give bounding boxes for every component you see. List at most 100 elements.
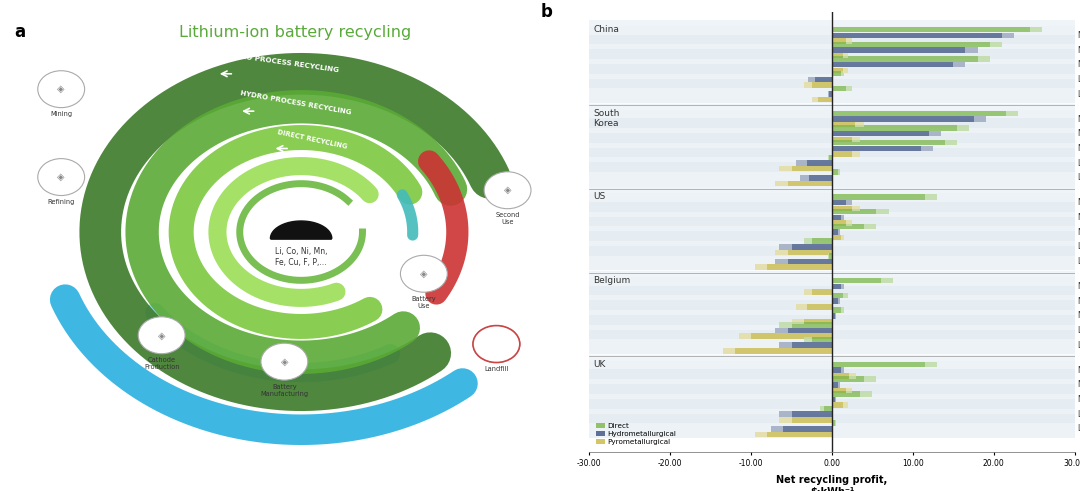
Bar: [780, 244, 792, 249]
Bar: [796, 161, 807, 166]
Bar: [966, 47, 977, 53]
Bar: [590, 35, 1075, 59]
Bar: [843, 68, 848, 73]
Text: NMC811: NMC811: [1077, 228, 1080, 237]
Bar: [792, 319, 804, 324]
Bar: [835, 397, 836, 402]
Text: Refining: Refining: [48, 199, 75, 205]
Bar: [840, 367, 845, 373]
Bar: [832, 209, 889, 215]
Text: LMO: LMO: [1077, 257, 1080, 266]
Bar: [838, 382, 840, 387]
Bar: [780, 417, 832, 423]
Bar: [590, 109, 1075, 187]
Text: LFP: LFP: [1077, 159, 1080, 167]
Bar: [852, 136, 861, 142]
Text: LMO: LMO: [1077, 424, 1080, 434]
Text: HYDRO PROCESS RECYCLING: HYDRO PROCESS RECYCLING: [240, 90, 351, 115]
Bar: [832, 47, 977, 53]
Bar: [832, 220, 852, 226]
Bar: [924, 362, 937, 367]
Text: NCA: NCA: [1077, 282, 1080, 291]
Bar: [880, 278, 893, 283]
Text: Cathode
Production: Cathode Production: [144, 357, 179, 370]
Bar: [590, 64, 1075, 88]
Bar: [590, 370, 1075, 394]
Text: LFP: LFP: [1077, 75, 1080, 84]
Bar: [590, 330, 1075, 354]
Text: NCA: NCA: [1077, 114, 1080, 124]
Text: LMO: LMO: [1077, 341, 1080, 350]
Bar: [832, 122, 864, 128]
Text: NMC622: NMC622: [1077, 297, 1080, 305]
Bar: [723, 348, 735, 354]
Bar: [957, 125, 970, 131]
Bar: [828, 91, 829, 97]
Bar: [840, 71, 845, 77]
Text: ◈: ◈: [57, 172, 65, 182]
Text: Mining: Mining: [50, 111, 72, 117]
Bar: [1030, 27, 1042, 32]
Bar: [832, 391, 873, 397]
Bar: [832, 403, 848, 408]
Bar: [590, 26, 1075, 104]
Text: b: b: [541, 3, 553, 22]
Bar: [832, 86, 852, 91]
Bar: [832, 146, 933, 151]
Bar: [832, 420, 836, 426]
Text: ◈: ◈: [492, 339, 500, 349]
Bar: [864, 377, 877, 382]
Bar: [832, 140, 957, 145]
Bar: [832, 32, 1014, 38]
Bar: [838, 169, 840, 175]
Bar: [846, 388, 852, 393]
Bar: [590, 300, 1075, 325]
Bar: [835, 420, 836, 426]
Bar: [590, 217, 1075, 241]
Bar: [804, 239, 812, 244]
Bar: [989, 42, 1002, 47]
Bar: [799, 175, 809, 181]
Bar: [590, 246, 1075, 271]
Bar: [780, 417, 792, 423]
Bar: [954, 62, 966, 67]
Text: NMC811: NMC811: [1077, 311, 1080, 320]
Bar: [832, 377, 877, 382]
Bar: [832, 151, 861, 157]
Bar: [812, 97, 818, 103]
Bar: [832, 397, 836, 402]
Text: LFP: LFP: [1077, 326, 1080, 335]
Bar: [775, 181, 787, 186]
Bar: [840, 235, 845, 241]
Bar: [921, 146, 933, 151]
Text: ◈: ◈: [57, 84, 65, 94]
Text: Landfill: Landfill: [484, 366, 509, 372]
Bar: [945, 140, 957, 145]
Bar: [590, 188, 1075, 212]
Text: Lithium-ion battery recycling: Lithium-ion battery recycling: [179, 25, 411, 40]
Bar: [832, 278, 893, 283]
Bar: [775, 328, 787, 333]
Circle shape: [38, 159, 84, 195]
Bar: [832, 293, 848, 298]
Text: NMC622: NMC622: [1077, 46, 1080, 55]
Bar: [723, 348, 832, 354]
Bar: [780, 322, 832, 327]
Text: Second
Use: Second Use: [496, 212, 519, 225]
Bar: [832, 71, 845, 77]
Bar: [780, 342, 792, 348]
Bar: [832, 206, 861, 211]
Bar: [832, 313, 836, 319]
Text: NMC622: NMC622: [1077, 129, 1080, 138]
Bar: [775, 250, 832, 255]
Text: South
Korea: South Korea: [594, 109, 620, 128]
Bar: [590, 384, 1075, 409]
Circle shape: [473, 326, 519, 362]
Text: US: US: [594, 192, 606, 201]
Text: UK: UK: [594, 360, 606, 369]
X-axis label: Net recycling profit,
$·kWh⁻¹: Net recycling profit, $·kWh⁻¹: [777, 475, 888, 491]
Bar: [590, 50, 1075, 74]
Bar: [590, 148, 1075, 172]
Bar: [854, 122, 864, 128]
Bar: [832, 299, 840, 304]
